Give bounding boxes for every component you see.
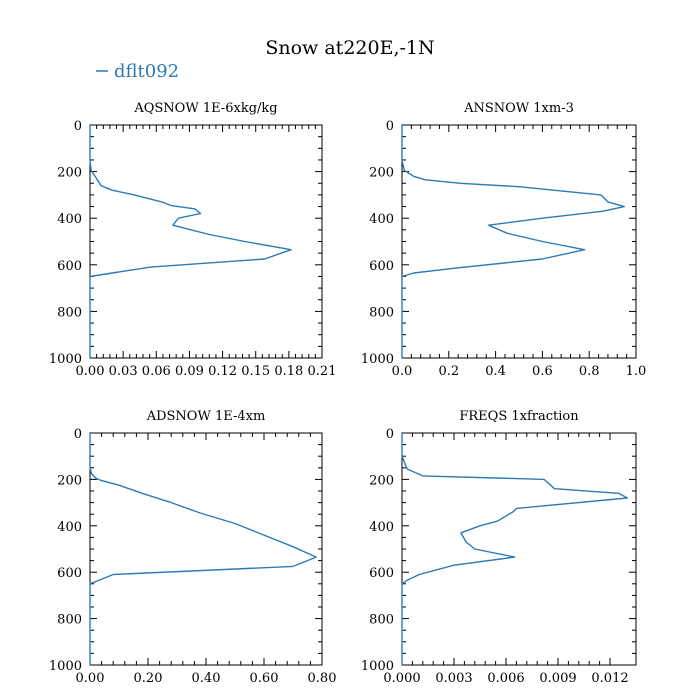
x-tick-label: 0.60 <box>250 671 279 686</box>
y-tick-label: 600 <box>369 259 394 274</box>
x-tick-label: 0.006 <box>487 671 524 686</box>
x-tick-label: 0.20 <box>134 671 163 686</box>
chart-title: FREQS 1xfraction <box>459 409 579 424</box>
x-tick-label: 0.40 <box>192 671 221 686</box>
chart-panel-4: FREQS 1xfraction 0.000 0.003 0.006 0.009 0.01… <box>361 409 637 686</box>
x-tick-label: 0.000 <box>383 671 420 686</box>
x-tick-label: 0.15 <box>241 364 270 379</box>
y-tick-label: 800 <box>57 305 82 320</box>
y-tick-label: 400 <box>57 520 82 535</box>
x-tick-label: 0.6 <box>532 364 553 379</box>
x-tick-label: 0.00 <box>76 671 105 686</box>
chart-title: ANSNOW 1xm-3 <box>463 101 574 116</box>
x-tick-label: 0.003 <box>435 671 472 686</box>
x-tick-label: 0.4 <box>485 364 506 379</box>
x-tick-label: 0.12 <box>208 364 237 379</box>
y-tick-label: 400 <box>369 520 394 535</box>
x-tick-label: 0.2 <box>438 364 459 379</box>
series-line <box>89 433 317 665</box>
y-tick-label: 1000 <box>361 659 394 674</box>
plot-frame <box>89 124 323 359</box>
x-tick-label: 0.00 <box>76 364 105 379</box>
x-tick-label: 0.80 <box>308 671 337 686</box>
y-tick-label: 1000 <box>49 352 82 367</box>
y-tick-label: 200 <box>369 473 394 488</box>
y-tick-label: 800 <box>57 613 82 628</box>
series-line <box>89 125 292 358</box>
y-tick-label: 800 <box>369 613 394 628</box>
y-tick-label: 200 <box>369 166 394 181</box>
y-tick-label: 0 <box>74 427 82 442</box>
x-tick-label: 0.8 <box>579 364 600 379</box>
legend-label: dflt092 <box>114 61 179 82</box>
y-tick-label: 200 <box>57 166 82 181</box>
x-tick-label: 0.0 <box>392 364 413 379</box>
x-tick-label: 0.18 <box>274 364 303 379</box>
chart-title: AQSNOW 1E-6xkg/kg <box>133 101 277 116</box>
chart-title: ADSNOW 1E-4xm <box>146 409 266 424</box>
series-line <box>401 125 625 358</box>
y-tick-label: 600 <box>57 566 82 581</box>
y-tick-label: 600 <box>369 566 394 581</box>
y-tick-label: 200 <box>57 473 82 488</box>
y-tick-label: 0 <box>386 119 394 134</box>
y-tick-label: 1000 <box>361 352 394 367</box>
x-tick-label: 0.06 <box>142 364 171 379</box>
plot-frame <box>401 432 637 666</box>
x-tick-label: 0.03 <box>109 364 138 379</box>
chart-panel-3: ADSNOW 1E-4xm 0.00 0.20 0.40 0.60 0.80 0 200 400… <box>49 409 337 686</box>
x-tick-label: 0.09 <box>175 364 204 379</box>
series-line <box>401 433 628 665</box>
figure-title: Snow at220E,-1N <box>265 37 434 59</box>
x-tick-label: 0.012 <box>591 671 628 686</box>
plot-frame <box>401 124 637 359</box>
x-tick-label: 1.0 <box>626 364 647 379</box>
y-tick-label: 400 <box>369 212 394 227</box>
y-tick-label: 1000 <box>49 659 82 674</box>
y-tick-label: 800 <box>369 305 394 320</box>
chart-panel-1: AQSNOW 1E-6xkg/kg 0.00 0.03 0.06 0.09 0.12 0.1… <box>49 101 337 379</box>
y-tick-label: 600 <box>57 259 82 274</box>
y-tick-label: 0 <box>386 427 394 442</box>
x-tick-label: 0.21 <box>308 364 337 379</box>
legend: dflt092 <box>96 61 179 82</box>
chart-panel-2: ANSNOW 1xm-3 0.0 0.2 0.4 0.6 0.8 1.0 0 200 400 600… <box>361 101 646 379</box>
x-tick-label: 0.009 <box>539 671 576 686</box>
plot-frame <box>89 432 323 666</box>
y-tick-label: 400 <box>57 212 82 227</box>
y-tick-label: 0 <box>74 119 82 134</box>
